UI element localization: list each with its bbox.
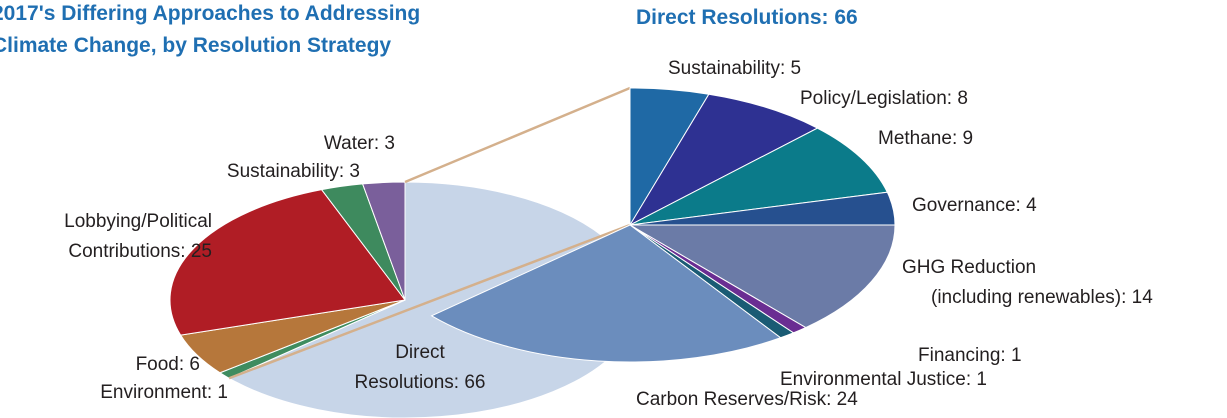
chart-title: 2017's Differing Approaches to Addressin… — [0, 2, 420, 25]
data-label: GHG Reduction — [902, 257, 1036, 278]
data-label: Resolutions: 66 — [355, 372, 486, 393]
data-label: Policy/Legislation: 8 — [800, 88, 968, 109]
data-label: Governance: 4 — [912, 195, 1037, 216]
data-label: Contributions: 25 — [68, 241, 212, 262]
pie-slice — [629, 127, 889, 226]
connector-line — [228, 223, 631, 380]
data-label: Lobbying/Political — [64, 211, 212, 232]
data-label: Carbon Reserves/Risk: 24 — [636, 389, 858, 410]
data-label: Water: 3 — [324, 133, 395, 154]
pie-slice — [430, 224, 782, 363]
data-label: Environmental Justice: 1 — [780, 369, 987, 390]
data-label: Financing: 1 — [918, 345, 1022, 366]
data-label: Methane: 9 — [878, 128, 973, 149]
data-label: Food: 6 — [136, 354, 200, 375]
data-label: Direct — [395, 342, 445, 363]
data-label: Sustainability: 5 — [668, 58, 801, 79]
pie-slice — [628, 93, 819, 227]
data-label: (including renewables): 14 — [931, 287, 1153, 308]
pie-slice — [361, 181, 406, 301]
data-label: Sustainability: 3 — [227, 161, 360, 182]
chart-title: Climate Change, by Resolution Strategy — [0, 34, 391, 57]
data-label: Environment: 1 — [100, 382, 228, 403]
chart-title: Direct Resolutions: 66 — [636, 6, 858, 29]
pie-slice — [169, 189, 406, 336]
pie-slice — [628, 224, 896, 329]
connector-line — [404, 86, 631, 184]
